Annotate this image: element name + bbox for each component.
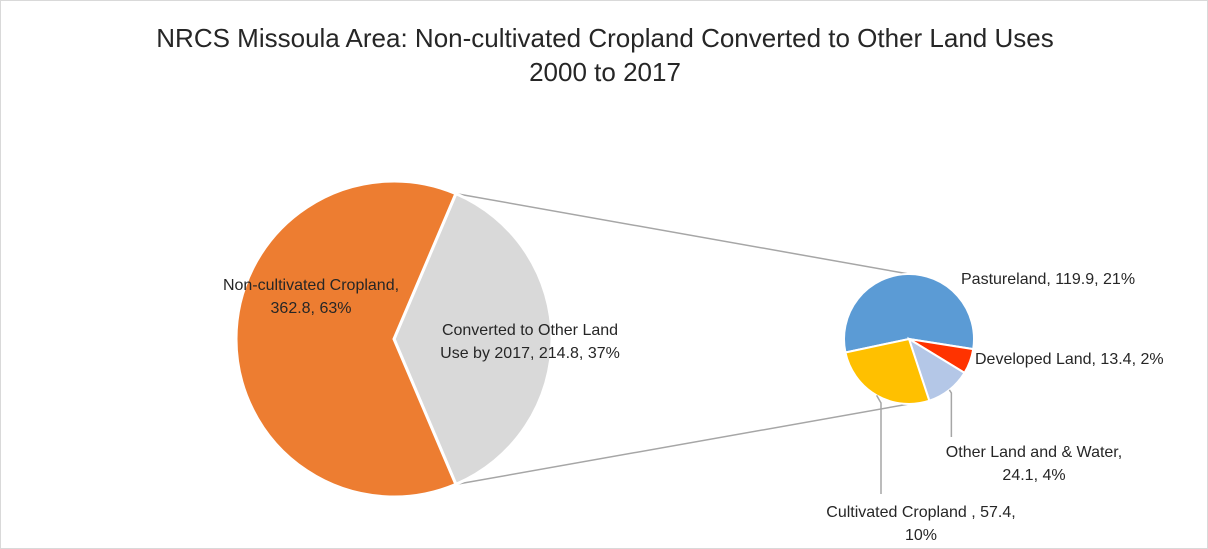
leader-line-other-land xyxy=(948,389,953,437)
data-label-developed-land: Developed Land, 13.4, 2% xyxy=(975,351,1164,368)
pie-slice-converted-to-other-land- xyxy=(392,191,554,487)
pie-slice-pastureland-119-9-21 xyxy=(843,273,975,354)
chart-title-line-1: NRCS Missoula Area: Non-cultivated Cropl… xyxy=(156,23,1053,53)
leader-lines xyxy=(875,389,953,494)
data-label-other-land-water: Other Land and & Water, 24.1, 4% xyxy=(946,444,1122,484)
data-label-non-cultivated: Non-cultivated Cropland, 362.8, 63% xyxy=(223,277,399,317)
data-labels: Converted to Other Land Use by 2017, 214.… xyxy=(223,271,1164,544)
pie-slice-non-cultivated-cropland- xyxy=(234,179,458,499)
connector-line-bottom xyxy=(455,403,910,486)
pie-slice-cultivated-cropland-57-4 xyxy=(844,337,931,405)
data-label-cultivated-cropland: Cultivated Cropland , 57.4, 10% xyxy=(826,504,1015,544)
connector-line-top xyxy=(455,192,910,275)
data-label-pastureland: Pastureland, 119.9, 21% xyxy=(961,271,1135,288)
main-pie xyxy=(234,179,554,499)
connector-lines xyxy=(455,192,910,486)
data-label-converted: Converted to Other Land Use by 2017, 214.… xyxy=(440,322,620,362)
secondary-pie xyxy=(843,273,975,405)
chart-title-line-2: 2000 to 2017 xyxy=(529,57,681,87)
leader-line-cultivated xyxy=(875,394,882,494)
